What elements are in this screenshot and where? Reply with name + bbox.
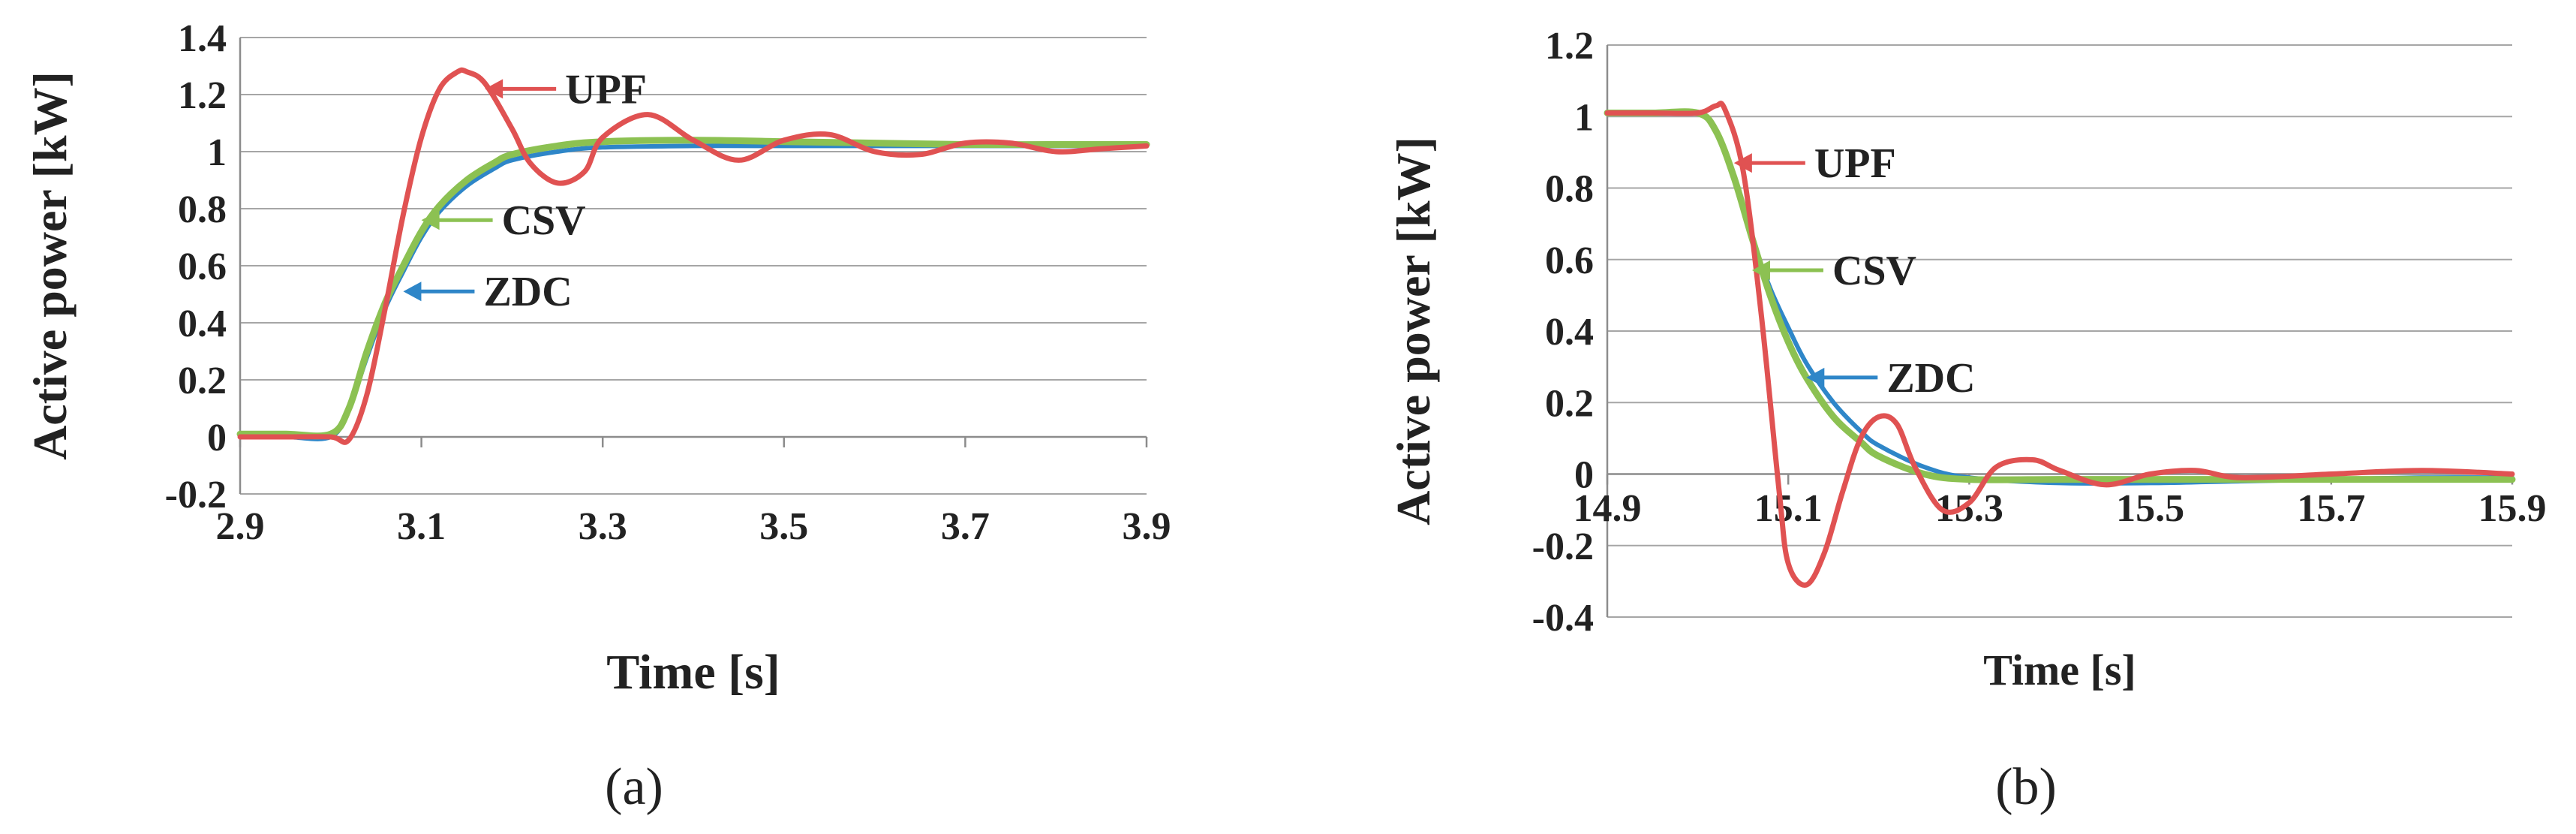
annotation-label-zdc: ZDC <box>483 269 572 315</box>
panel-caption: (b) <box>1995 758 2057 816</box>
series-line-zdc <box>238 143 1149 441</box>
x-axis-title: Time [s] <box>1983 646 2136 694</box>
y-tick-label: -0.2 <box>1532 525 1594 568</box>
y-tick-label: 1 <box>1574 96 1594 139</box>
annotation-arrowhead-zdc <box>1806 367 1825 387</box>
x-tick-label: 3.9 <box>1123 505 1171 548</box>
y-tick-label: 1.2 <box>1545 25 1594 68</box>
y-tick-label: 0 <box>1574 454 1594 497</box>
series-line-csv <box>236 137 1150 440</box>
y-tick-label: 0.8 <box>1545 168 1594 211</box>
annotation-arrowhead-zdc <box>403 282 422 302</box>
annotation-arrowhead-csv <box>421 210 440 230</box>
x-tick-label: 15.9 <box>2478 487 2547 530</box>
y-tick-label: 0.4 <box>178 303 227 345</box>
annotation-arrowhead-upf <box>1733 153 1752 173</box>
x-tick-label: 2.9 <box>216 505 265 548</box>
annotation-label-zdc: ZDC <box>1886 355 1975 402</box>
y-tick-label: -0.2 <box>165 474 227 516</box>
series-line-upf <box>237 67 1150 445</box>
x-tick-label: 3.5 <box>759 505 808 548</box>
chart-panel-b: -0.4 -0.2 0 0.2 0.4 0.6 0.8 1 1.2 14.9 15.1 15.3 15.… <box>1387 25 2547 816</box>
annotation-label-csv: CSV <box>1832 248 1916 294</box>
y-tick-label: 0.6 <box>1545 239 1594 282</box>
x-tick-label: 15.3 <box>1935 487 2003 530</box>
y-axis-title: Active power [kW] <box>1387 137 1440 525</box>
x-tick-label: 3.7 <box>941 505 990 548</box>
x-tick-label: 15.7 <box>2297 487 2365 530</box>
y-tick-label: 0.6 <box>178 245 227 288</box>
annotation-label-csv: CSV <box>502 197 586 244</box>
x-axis-title: Time [s] <box>606 645 780 700</box>
y-axis-title: Active power [kW] <box>23 71 77 460</box>
x-tick-label: 14.9 <box>1574 487 1642 530</box>
y-tick-label: 0 <box>207 417 227 459</box>
chart-panel-a: -0.2 0 0.2 0.4 0.6 0.8 1 1.2 1.4 2.9 3.1 3.3 3.5 3.7 3… <box>23 17 1171 816</box>
y-tick-label: 1 <box>207 131 227 174</box>
y-tick-label: 1.4 <box>178 17 227 60</box>
y-tick-label: 0.4 <box>1545 311 1594 354</box>
x-tick-label: 15.1 <box>1754 487 1823 530</box>
y-tick-label: 1.2 <box>178 74 227 117</box>
y-tick-label: 0.8 <box>178 188 227 231</box>
annotation-arrowhead-upf <box>485 79 503 99</box>
panel-caption: (a) <box>605 758 663 816</box>
x-tick-label: 15.5 <box>2116 487 2184 530</box>
y-tick-label: -0.4 <box>1532 597 1594 640</box>
annotation-arrowhead-csv <box>1751 260 1770 281</box>
y-tick-label: 0.2 <box>1545 382 1594 425</box>
annotation-label-upf: UPF <box>1814 140 1896 187</box>
x-tick-label: 3.1 <box>397 505 446 548</box>
series-line-upf <box>1604 101 2515 588</box>
annotation-label-upf: UPF <box>565 66 647 113</box>
x-tick-label: 3.3 <box>579 505 627 548</box>
y-tick-label: 0.2 <box>178 360 227 402</box>
